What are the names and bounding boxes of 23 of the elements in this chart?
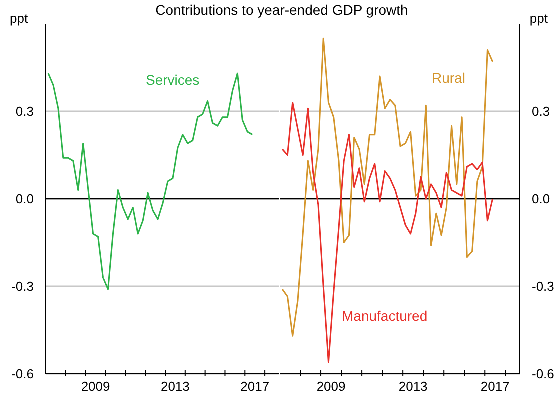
y-tick-label: 0.3 bbox=[532, 104, 550, 120]
y-tick-label: 0.3 bbox=[16, 104, 34, 120]
x-tick-label: 2009 bbox=[81, 379, 110, 394]
line-series bbox=[282, 38, 494, 337]
y-tick-label: -0.6 bbox=[12, 366, 34, 382]
x-tick-label: 2013 bbox=[398, 379, 428, 394]
y-tick-label: 0.0 bbox=[16, 192, 34, 207]
y-tick-label: -0.3 bbox=[532, 279, 554, 294]
line-series bbox=[48, 72, 254, 290]
x-tick-label: 2013 bbox=[160, 379, 190, 394]
chart-title: Contributions to year-ended GDP growth bbox=[156, 2, 408, 18]
y-tick-label: 0.0 bbox=[532, 192, 550, 207]
y-tick-label: -0.6 bbox=[532, 366, 554, 382]
series-label: Rural bbox=[432, 70, 466, 86]
series-label: Manufactured bbox=[342, 308, 428, 324]
y-axis-title: ppt bbox=[10, 11, 28, 26]
x-tick-label: 2017 bbox=[480, 379, 510, 394]
x-tick-label: 2017 bbox=[240, 379, 270, 394]
line-series bbox=[282, 102, 494, 364]
series-label: Services bbox=[146, 72, 200, 88]
y-axis-title: ppt bbox=[530, 11, 548, 26]
y-tick-label: -0.3 bbox=[12, 279, 34, 294]
x-tick-label: 2009 bbox=[316, 379, 346, 394]
